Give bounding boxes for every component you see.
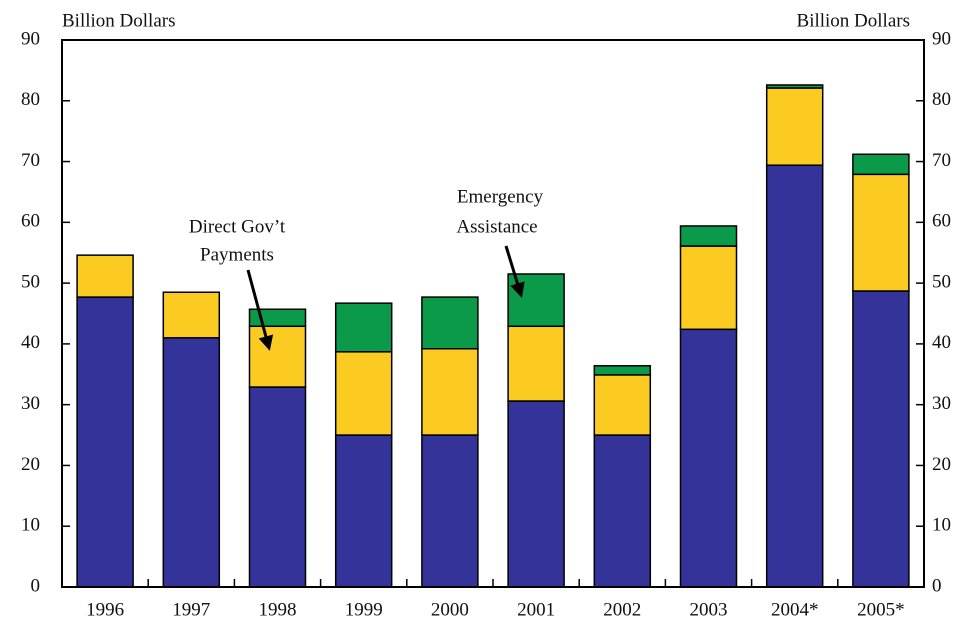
bar-segment xyxy=(593,374,652,436)
bar-segment xyxy=(248,325,307,388)
y2-tick-label: 90 xyxy=(932,28,951,49)
bar-segment xyxy=(507,400,565,588)
y2-tick-label: 70 xyxy=(932,150,951,171)
y-tick-label: 10 xyxy=(21,515,40,536)
annotation: Emergency xyxy=(457,186,544,207)
y2-tick-label: 60 xyxy=(932,211,951,232)
x-tick-label: 2001 xyxy=(517,599,555,620)
y-tick-label: 60 xyxy=(21,211,40,232)
y-tick-label: 30 xyxy=(21,393,40,414)
y-tick-label: 40 xyxy=(21,332,40,353)
annotation-arrow xyxy=(504,245,525,298)
bar-segment xyxy=(421,348,479,436)
y2-axis-label: Billion Dollars xyxy=(797,10,910,31)
x-tick-label: 1998 xyxy=(259,599,297,620)
bar-segment xyxy=(593,365,652,376)
bar-segment xyxy=(679,245,738,331)
bar-segment xyxy=(162,337,221,588)
y2-tick-label: 40 xyxy=(932,332,951,353)
bar-segment xyxy=(679,225,738,247)
bar-segment xyxy=(852,153,910,176)
x-tick-label: 2004* xyxy=(771,599,819,620)
y2-tick-label: 50 xyxy=(932,271,951,292)
y-tick-label: 90 xyxy=(21,28,40,49)
bar-segment xyxy=(76,296,134,588)
bar-segment xyxy=(162,291,221,339)
bar-segment xyxy=(852,173,910,292)
y-tick-label: 0 xyxy=(31,575,41,596)
bar-segment xyxy=(421,434,479,588)
annotation: Direct Gov’t xyxy=(189,216,286,237)
bar-segment xyxy=(765,164,824,588)
bar-segment xyxy=(334,434,393,588)
y2-tick-label: 20 xyxy=(932,454,951,475)
plot xyxy=(76,84,910,588)
bar-segment xyxy=(421,296,479,350)
x-tick-label: 2002 xyxy=(603,599,641,620)
bar-segment xyxy=(765,84,824,89)
bar-segment xyxy=(334,351,393,436)
annotation-arrow xyxy=(246,269,274,351)
y-axis-label: Billion Dollars xyxy=(62,10,175,31)
bar-segment xyxy=(76,254,134,298)
bar-segment xyxy=(334,302,393,353)
y2-tick-label: 10 xyxy=(932,515,951,536)
bar-segment xyxy=(852,290,910,588)
bar-segment xyxy=(679,328,738,588)
bar-segment xyxy=(593,434,652,588)
x-tick-label: 2000 xyxy=(431,599,469,620)
x-tick-label: 2003 xyxy=(690,599,728,620)
annotation: Assistance xyxy=(456,216,537,237)
bar-segment xyxy=(248,386,307,588)
y-tick-label: 50 xyxy=(21,271,40,292)
x-tick-label: 1997 xyxy=(172,599,210,620)
x-tick-label: 1996 xyxy=(86,599,124,620)
y-tick-label: 80 xyxy=(21,89,40,110)
y2-tick-label: 0 xyxy=(932,575,942,596)
y2-tick-label: 80 xyxy=(932,89,951,110)
y-tick-label: 70 xyxy=(21,150,40,171)
y2-tick-label: 30 xyxy=(932,393,951,414)
bar-segment xyxy=(507,325,565,402)
bar-segment xyxy=(765,87,824,166)
y-tick-label: 20 xyxy=(21,454,40,475)
x-tick-label: 2005* xyxy=(857,599,905,620)
annotation: Payments xyxy=(200,244,274,265)
x-tick-label: 1999 xyxy=(345,599,383,620)
